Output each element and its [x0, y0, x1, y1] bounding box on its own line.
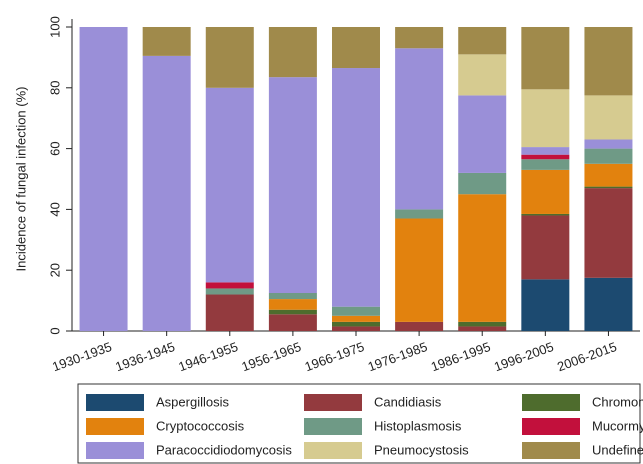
bar-segment — [521, 169, 570, 214]
y-tick-label: 80 — [47, 81, 62, 95]
x-tick-label: 1986-1995 — [429, 339, 493, 374]
legend-label: Undefined — [592, 442, 643, 457]
y-axis-label: Incidence of fungal infection (%) — [13, 87, 28, 272]
bar-segment — [268, 314, 317, 331]
legend-label: Cryptococcosis — [156, 418, 245, 433]
x-tick-label: 1966-1975 — [303, 339, 367, 374]
bar-segment — [584, 27, 633, 96]
y-tick-label: 60 — [47, 141, 62, 155]
bar-segment — [205, 87, 254, 283]
bar-segment — [584, 148, 633, 164]
bar-segment — [268, 293, 317, 300]
legend-swatch — [86, 418, 144, 435]
bar-segment — [268, 309, 317, 315]
y-tick-label: 40 — [47, 202, 62, 216]
bar-segment — [521, 147, 570, 155]
legend-swatch — [522, 418, 580, 435]
bar-segment — [584, 186, 633, 189]
bar-segment — [458, 27, 507, 55]
x-tick-label: 1946-1955 — [176, 339, 240, 374]
bar-segment — [332, 306, 380, 316]
x-tick-label: 1930-1935 — [50, 339, 114, 374]
legend-box — [77, 383, 641, 464]
x-tick-label: 1956-1965 — [240, 339, 304, 374]
bar-segment — [268, 77, 317, 293]
bar-segment — [458, 321, 507, 327]
legend-swatch — [522, 394, 580, 411]
bar-segment — [395, 321, 444, 331]
bar-segment — [205, 27, 254, 88]
bar-segment — [395, 48, 444, 210]
y-tick-label: 0 — [47, 327, 62, 334]
bar-segment — [205, 294, 254, 331]
bar-segment — [521, 89, 570, 148]
bar-segment — [268, 27, 317, 78]
y-tick-label: 20 — [47, 263, 62, 277]
bar-segment — [395, 27, 444, 49]
bar-segment — [521, 213, 570, 216]
x-tick-label: 1976-1985 — [366, 339, 430, 374]
bar-segment — [458, 326, 507, 331]
legend-label: Paracoccidiodomycosis — [156, 442, 292, 457]
bar-segment — [332, 321, 380, 327]
bar-segment — [79, 27, 128, 331]
bar-segment — [521, 279, 570, 331]
bar-segment — [584, 188, 633, 278]
bar-segment — [458, 172, 507, 195]
x-tick-label: 1996-2005 — [492, 339, 556, 374]
bar-segment — [205, 288, 254, 295]
legend-label: Histoplasmosis — [374, 418, 462, 433]
bar-segment — [584, 139, 633, 149]
legend-label: Aspergillosis — [156, 394, 229, 409]
legend-swatch — [304, 418, 362, 435]
bar-segment — [521, 154, 570, 160]
bar-segment — [332, 68, 380, 307]
bar-segment — [395, 218, 444, 322]
bar-segment — [521, 159, 570, 170]
bar-segment — [521, 27, 570, 90]
legend-swatch — [522, 442, 580, 459]
legend-label: Candidiasis — [374, 394, 442, 409]
bar-segment — [395, 209, 444, 219]
x-tick-label: 2006-2015 — [555, 339, 619, 374]
bar-segment — [458, 194, 507, 322]
bar-segment — [332, 326, 380, 331]
legend-swatch — [86, 394, 144, 411]
bar-segment — [458, 95, 507, 173]
bar-segment — [205, 282, 254, 289]
legend-swatch — [304, 394, 362, 411]
bar-segment — [584, 95, 633, 140]
bar-segment — [142, 55, 191, 331]
bar-segment — [584, 163, 633, 187]
legend-swatch — [86, 442, 144, 459]
legend-label: Chromomycosis — [592, 394, 643, 409]
x-tick-label: 1936-1945 — [113, 339, 177, 374]
bar-segment — [332, 315, 380, 322]
bar-segment — [268, 299, 317, 310]
legend-label: Pneumocystosis — [374, 442, 469, 457]
bar-segment — [142, 27, 191, 56]
y-tick-label: 100 — [47, 16, 62, 38]
bar-segment — [521, 215, 570, 280]
legend-label: Mucormycosis — [592, 418, 643, 433]
legend-swatch — [304, 442, 362, 459]
bar-segment — [458, 54, 507, 96]
bar-segment — [584, 277, 633, 331]
bar-segment — [332, 27, 380, 69]
